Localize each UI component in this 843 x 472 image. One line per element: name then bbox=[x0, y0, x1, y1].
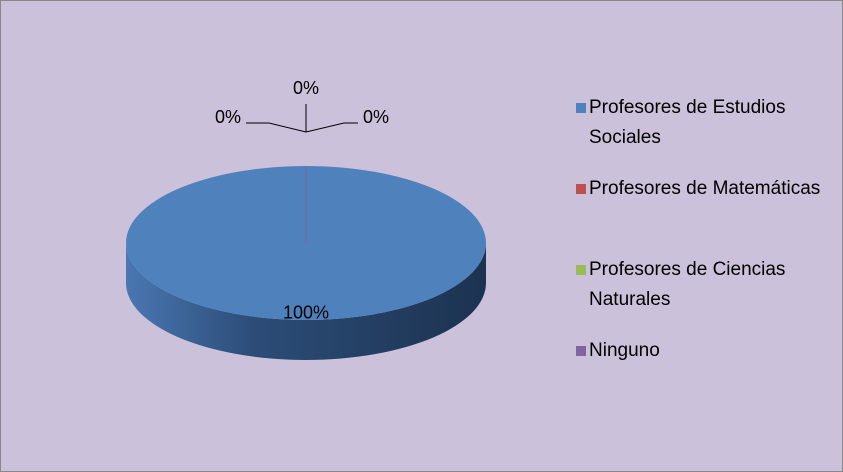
data-label: 0% bbox=[293, 78, 319, 98]
data-label: 0% bbox=[363, 107, 389, 127]
legend-label: Profesores de Ciencias Naturales bbox=[589, 259, 786, 310]
leader-line bbox=[246, 122, 307, 133]
legend-label: Profesores de Matemáticas bbox=[589, 178, 821, 199]
data-label: 0% bbox=[215, 107, 241, 127]
legend-item: Profesores de Estudios Sociales bbox=[576, 93, 842, 153]
legend-item: Ninguno bbox=[576, 336, 842, 366]
leader-line bbox=[305, 122, 358, 133]
legend-item: Profesores de Matemáticas bbox=[576, 174, 842, 204]
legend-swatch bbox=[576, 103, 586, 113]
pie-side bbox=[126, 243, 486, 360]
legend-label: Ninguno bbox=[589, 340, 660, 361]
legend-item: Profesores de Ciencias Naturales bbox=[576, 255, 842, 315]
legend-swatch bbox=[576, 346, 586, 356]
legend-swatch bbox=[576, 184, 586, 194]
legend-swatch bbox=[576, 265, 586, 275]
data-label: 100% bbox=[283, 303, 329, 323]
legend-label: Profesores de Estudios Sociales bbox=[589, 97, 786, 148]
